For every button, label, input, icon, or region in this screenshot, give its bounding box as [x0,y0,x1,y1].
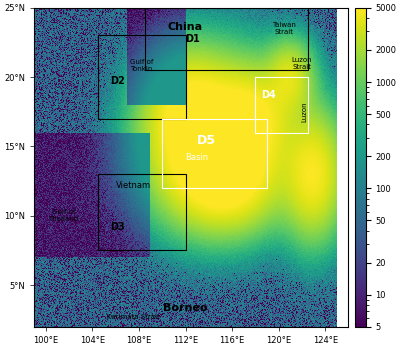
Text: D2: D2 [110,76,125,86]
Text: Basin: Basin [186,153,209,162]
Text: Luzon
Strait: Luzon Strait [292,57,312,70]
Text: Gulf of
Thailand: Gulf of Thailand [48,209,78,222]
Text: Borneo: Borneo [163,303,208,313]
Bar [98,35,186,119]
Text: Vietnam: Vietnam [116,181,151,190]
Text: Karimata Strait: Karimata Strait [107,314,160,320]
Text: Luzon: Luzon [301,102,307,122]
Bar [162,119,267,188]
Bar [255,77,308,133]
Text: Gulf of
Tonkin: Gulf of Tonkin [130,59,153,73]
Text: D5: D5 [197,134,216,147]
Bar [98,174,186,251]
Text: D4: D4 [261,90,276,100]
Bar [145,8,308,70]
Text: China: China [168,22,203,31]
Text: D3: D3 [110,222,125,232]
Text: Taiwan
Strait: Taiwan Strait [272,22,296,35]
Text: D1: D1 [186,34,200,44]
